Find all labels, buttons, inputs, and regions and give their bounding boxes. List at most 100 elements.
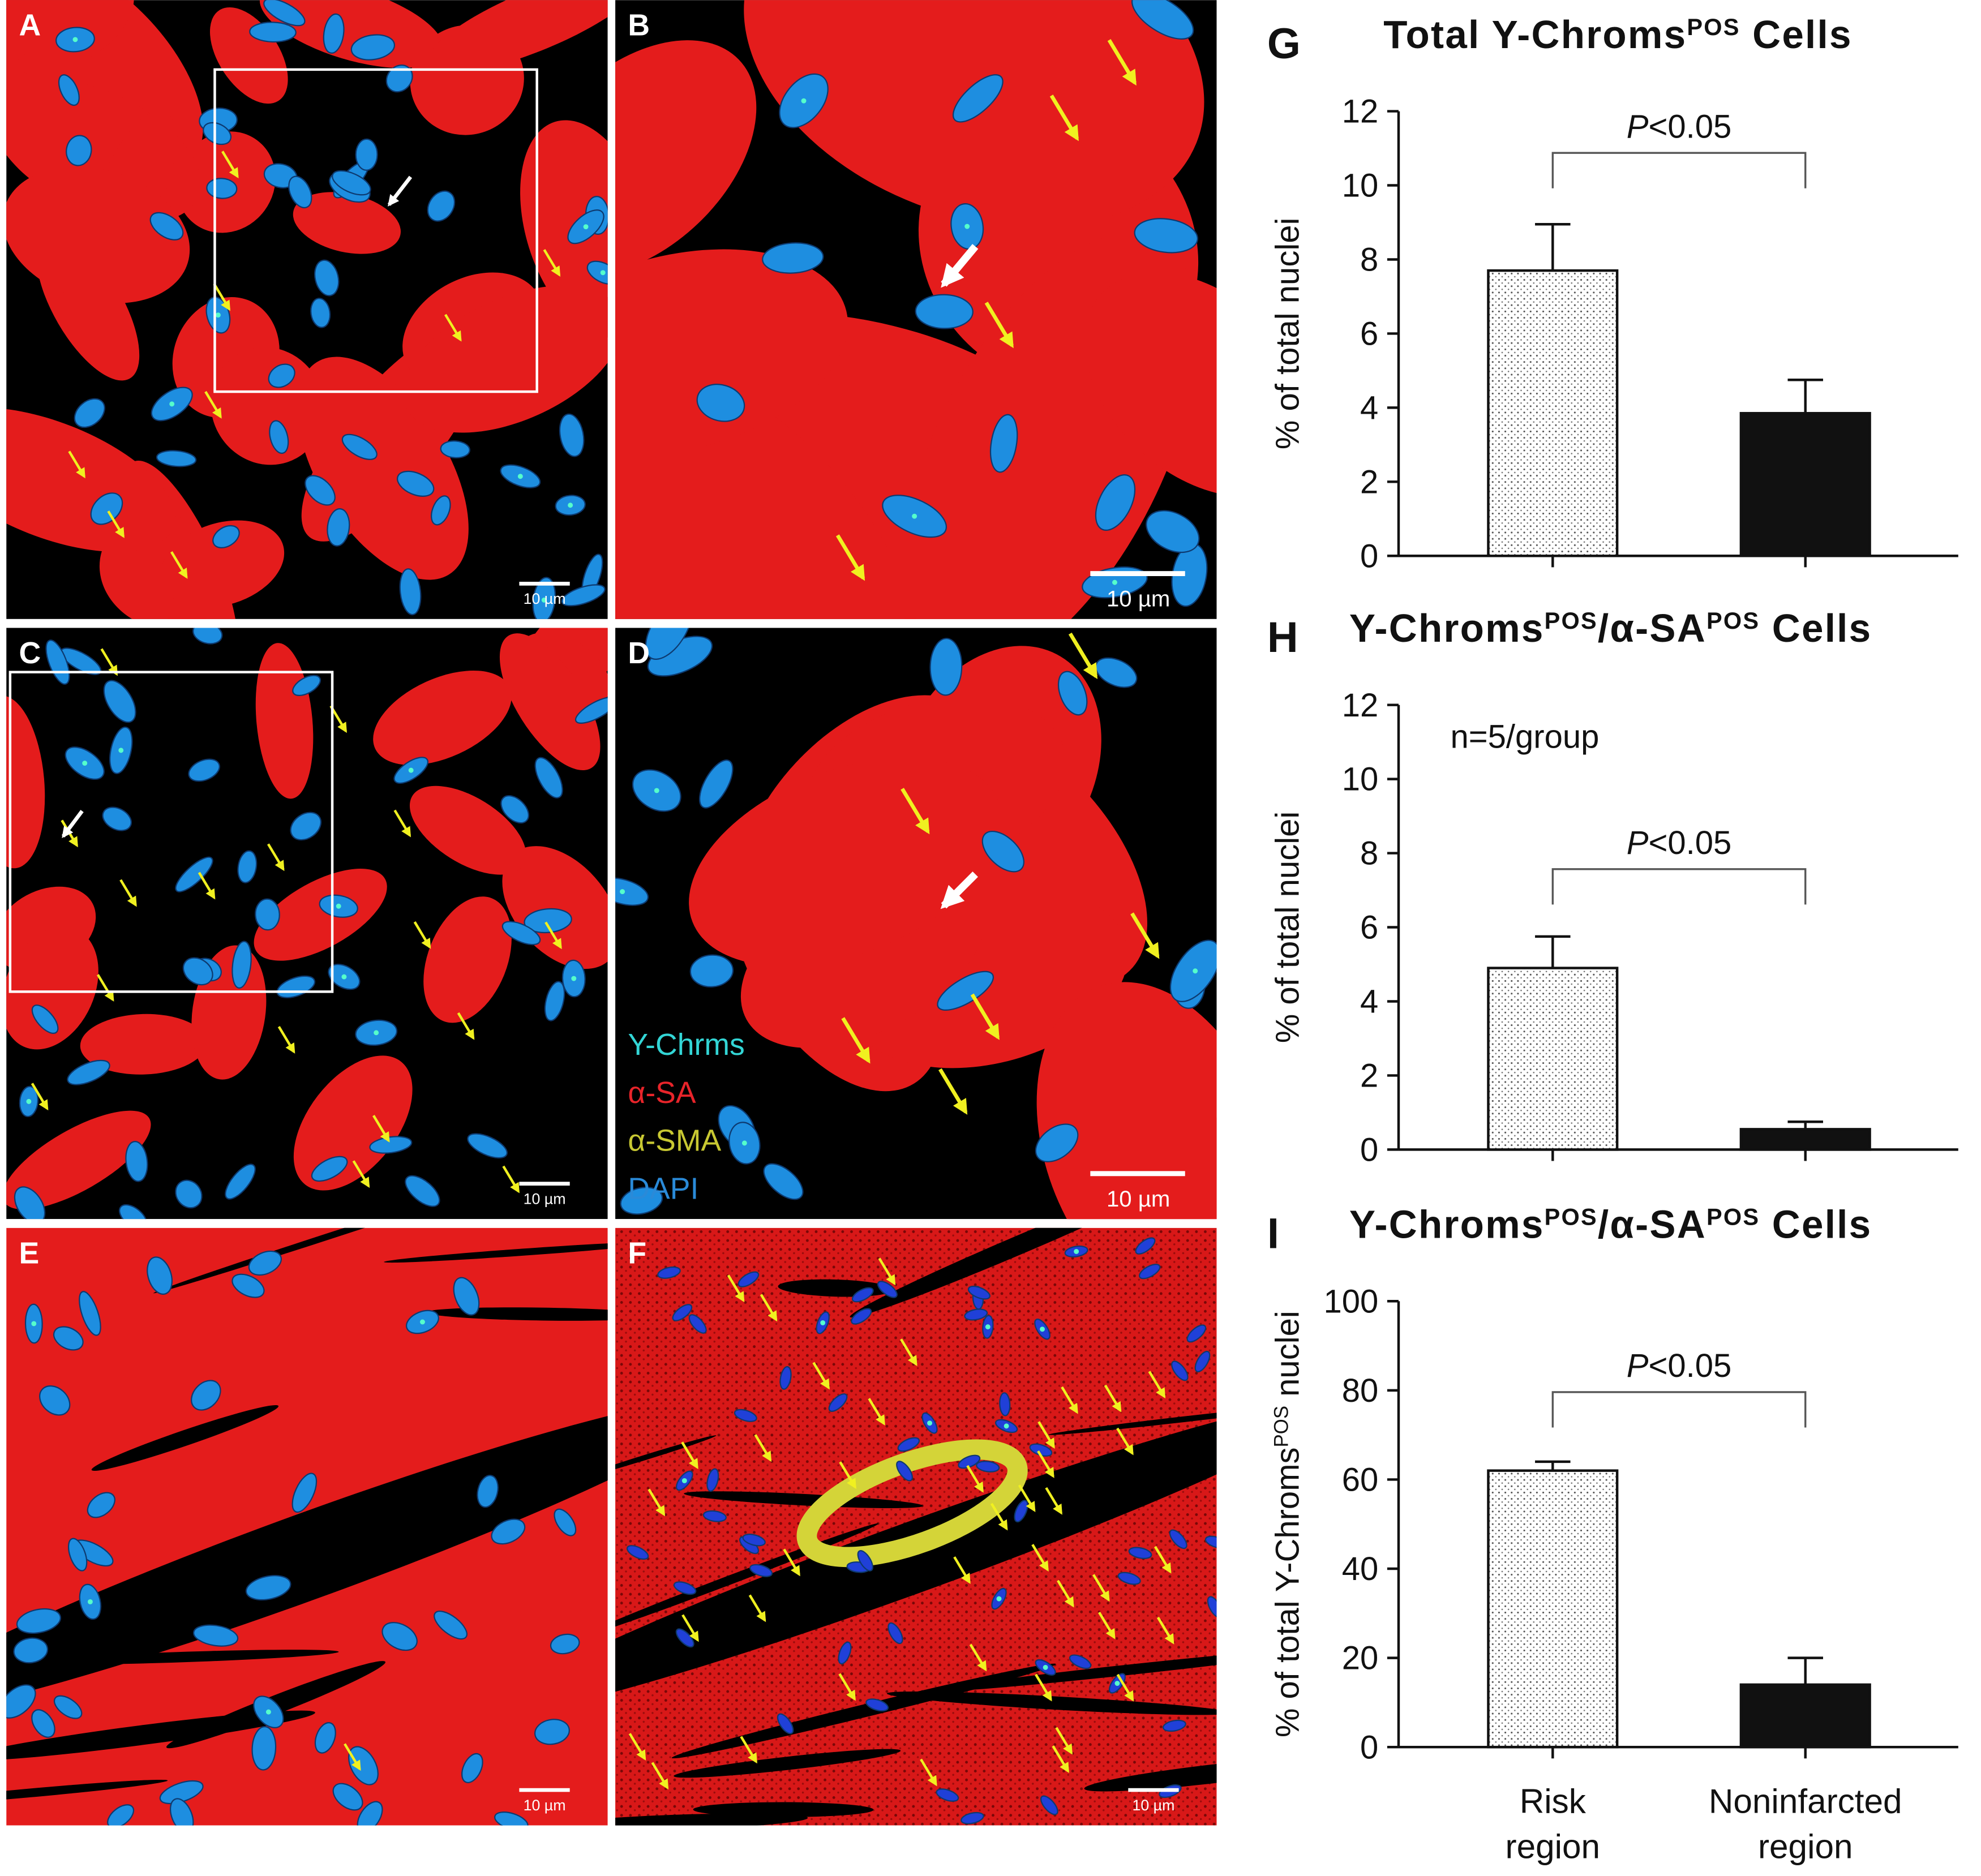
nucleus xyxy=(327,508,350,547)
chart-title-part: POS xyxy=(1706,1203,1760,1230)
nucleus xyxy=(1204,1535,1217,1549)
nucleus xyxy=(964,1308,988,1321)
arrow xyxy=(1018,1484,1036,1512)
gap xyxy=(6,1779,168,1806)
scale-label: 10 µm xyxy=(524,1797,566,1814)
nucleus xyxy=(1162,1719,1186,1732)
nucleus xyxy=(1128,1547,1152,1560)
nucleus xyxy=(237,850,258,883)
arrow xyxy=(544,921,562,950)
bar xyxy=(1739,411,1871,557)
annotation-part: P xyxy=(1627,1347,1649,1384)
arrow xyxy=(748,1594,766,1622)
nucleus xyxy=(192,628,223,645)
arrow xyxy=(1156,1616,1174,1645)
nucleus xyxy=(501,921,541,946)
nucleus xyxy=(937,971,994,1011)
y-axis-label-part: % of total nuclei xyxy=(1270,812,1306,1044)
nucleus xyxy=(1207,1596,1217,1619)
nucleus xyxy=(1117,1572,1141,1585)
nucleus xyxy=(231,941,252,989)
nucleus xyxy=(828,1393,848,1412)
nucleus xyxy=(311,1156,348,1182)
y-tick-label: 40 xyxy=(1342,1551,1379,1587)
arrow xyxy=(1052,1745,1070,1774)
nucleus xyxy=(762,242,824,274)
nucleus xyxy=(440,440,470,459)
nucleus xyxy=(779,1366,792,1390)
nucleus xyxy=(550,1633,580,1655)
nucleus xyxy=(1186,1324,1207,1343)
nucleus xyxy=(212,525,240,548)
arrow xyxy=(966,1465,984,1493)
y-signal xyxy=(118,748,124,753)
scale-label: 10 µm xyxy=(524,1190,566,1207)
nucleus xyxy=(1131,0,1194,40)
y-signal xyxy=(26,1098,32,1104)
arrow xyxy=(754,1434,772,1462)
chart-title-part: Total Y-Chroms xyxy=(1383,12,1687,57)
nucleus xyxy=(348,1746,379,1785)
significance-bracket xyxy=(1551,1391,1807,1428)
nucleus xyxy=(673,1581,697,1595)
y-signal xyxy=(408,767,414,773)
nucleus xyxy=(777,1713,794,1735)
nucleus xyxy=(574,696,608,724)
nucleus xyxy=(314,1722,336,1754)
tissue xyxy=(615,355,927,619)
x-tick-label: Noninfarcted region xyxy=(1709,1781,1902,1865)
nucleus xyxy=(989,414,1018,473)
nucleus xyxy=(657,1266,681,1279)
y-signal xyxy=(912,513,917,519)
legend-entry: α-SA xyxy=(628,1076,696,1110)
nucleus xyxy=(193,1624,239,1647)
nucleus xyxy=(90,492,123,525)
gap xyxy=(615,1435,717,1478)
nucleus xyxy=(291,1473,318,1513)
arrow xyxy=(277,1026,295,1054)
arrow xyxy=(1107,38,1137,86)
nucleus xyxy=(434,1611,468,1640)
gap xyxy=(693,1802,874,1817)
y-signal xyxy=(1114,1681,1120,1686)
bar xyxy=(1487,269,1619,557)
nucleus xyxy=(310,298,331,328)
nucleus xyxy=(620,1187,663,1215)
nucleus xyxy=(688,1314,707,1334)
arrow xyxy=(727,1274,745,1303)
gap xyxy=(1084,1757,1217,1792)
nucleus xyxy=(66,135,92,166)
arrow xyxy=(457,1012,475,1040)
y-tick-label: 100 xyxy=(1323,1283,1378,1320)
nucleus xyxy=(248,1250,282,1276)
y-signal xyxy=(336,903,341,909)
nucleus xyxy=(269,420,289,454)
y-tick-label: 0 xyxy=(1360,1729,1378,1766)
arrow xyxy=(878,1257,896,1286)
x-tick-label-line: region xyxy=(1758,1827,1853,1866)
nucleus xyxy=(763,1163,804,1200)
y-signal xyxy=(169,401,175,407)
y-signal xyxy=(568,503,573,508)
gap xyxy=(384,1242,608,1263)
nucleus xyxy=(554,1508,577,1536)
y-tick-label: 10 xyxy=(1342,168,1379,204)
nucleus xyxy=(851,1287,874,1303)
nucleus xyxy=(976,1461,1000,1473)
y-signal xyxy=(927,1420,933,1426)
arrow xyxy=(31,1083,49,1111)
y-tick-label: 60 xyxy=(1342,1462,1379,1499)
arrow xyxy=(984,302,1014,349)
y-tick-label: 8 xyxy=(1360,835,1378,872)
arrow xyxy=(812,1362,830,1390)
nucleus xyxy=(159,1780,204,1805)
tissue xyxy=(254,869,387,961)
arrow xyxy=(1061,1386,1078,1414)
y-tick-label: 0 xyxy=(1360,538,1378,574)
y-signal xyxy=(1004,1423,1009,1429)
nucleus xyxy=(559,413,585,457)
arrow xyxy=(221,151,239,179)
nucleus xyxy=(79,1291,101,1336)
y-signal xyxy=(82,761,88,766)
nucleus xyxy=(749,1564,773,1577)
